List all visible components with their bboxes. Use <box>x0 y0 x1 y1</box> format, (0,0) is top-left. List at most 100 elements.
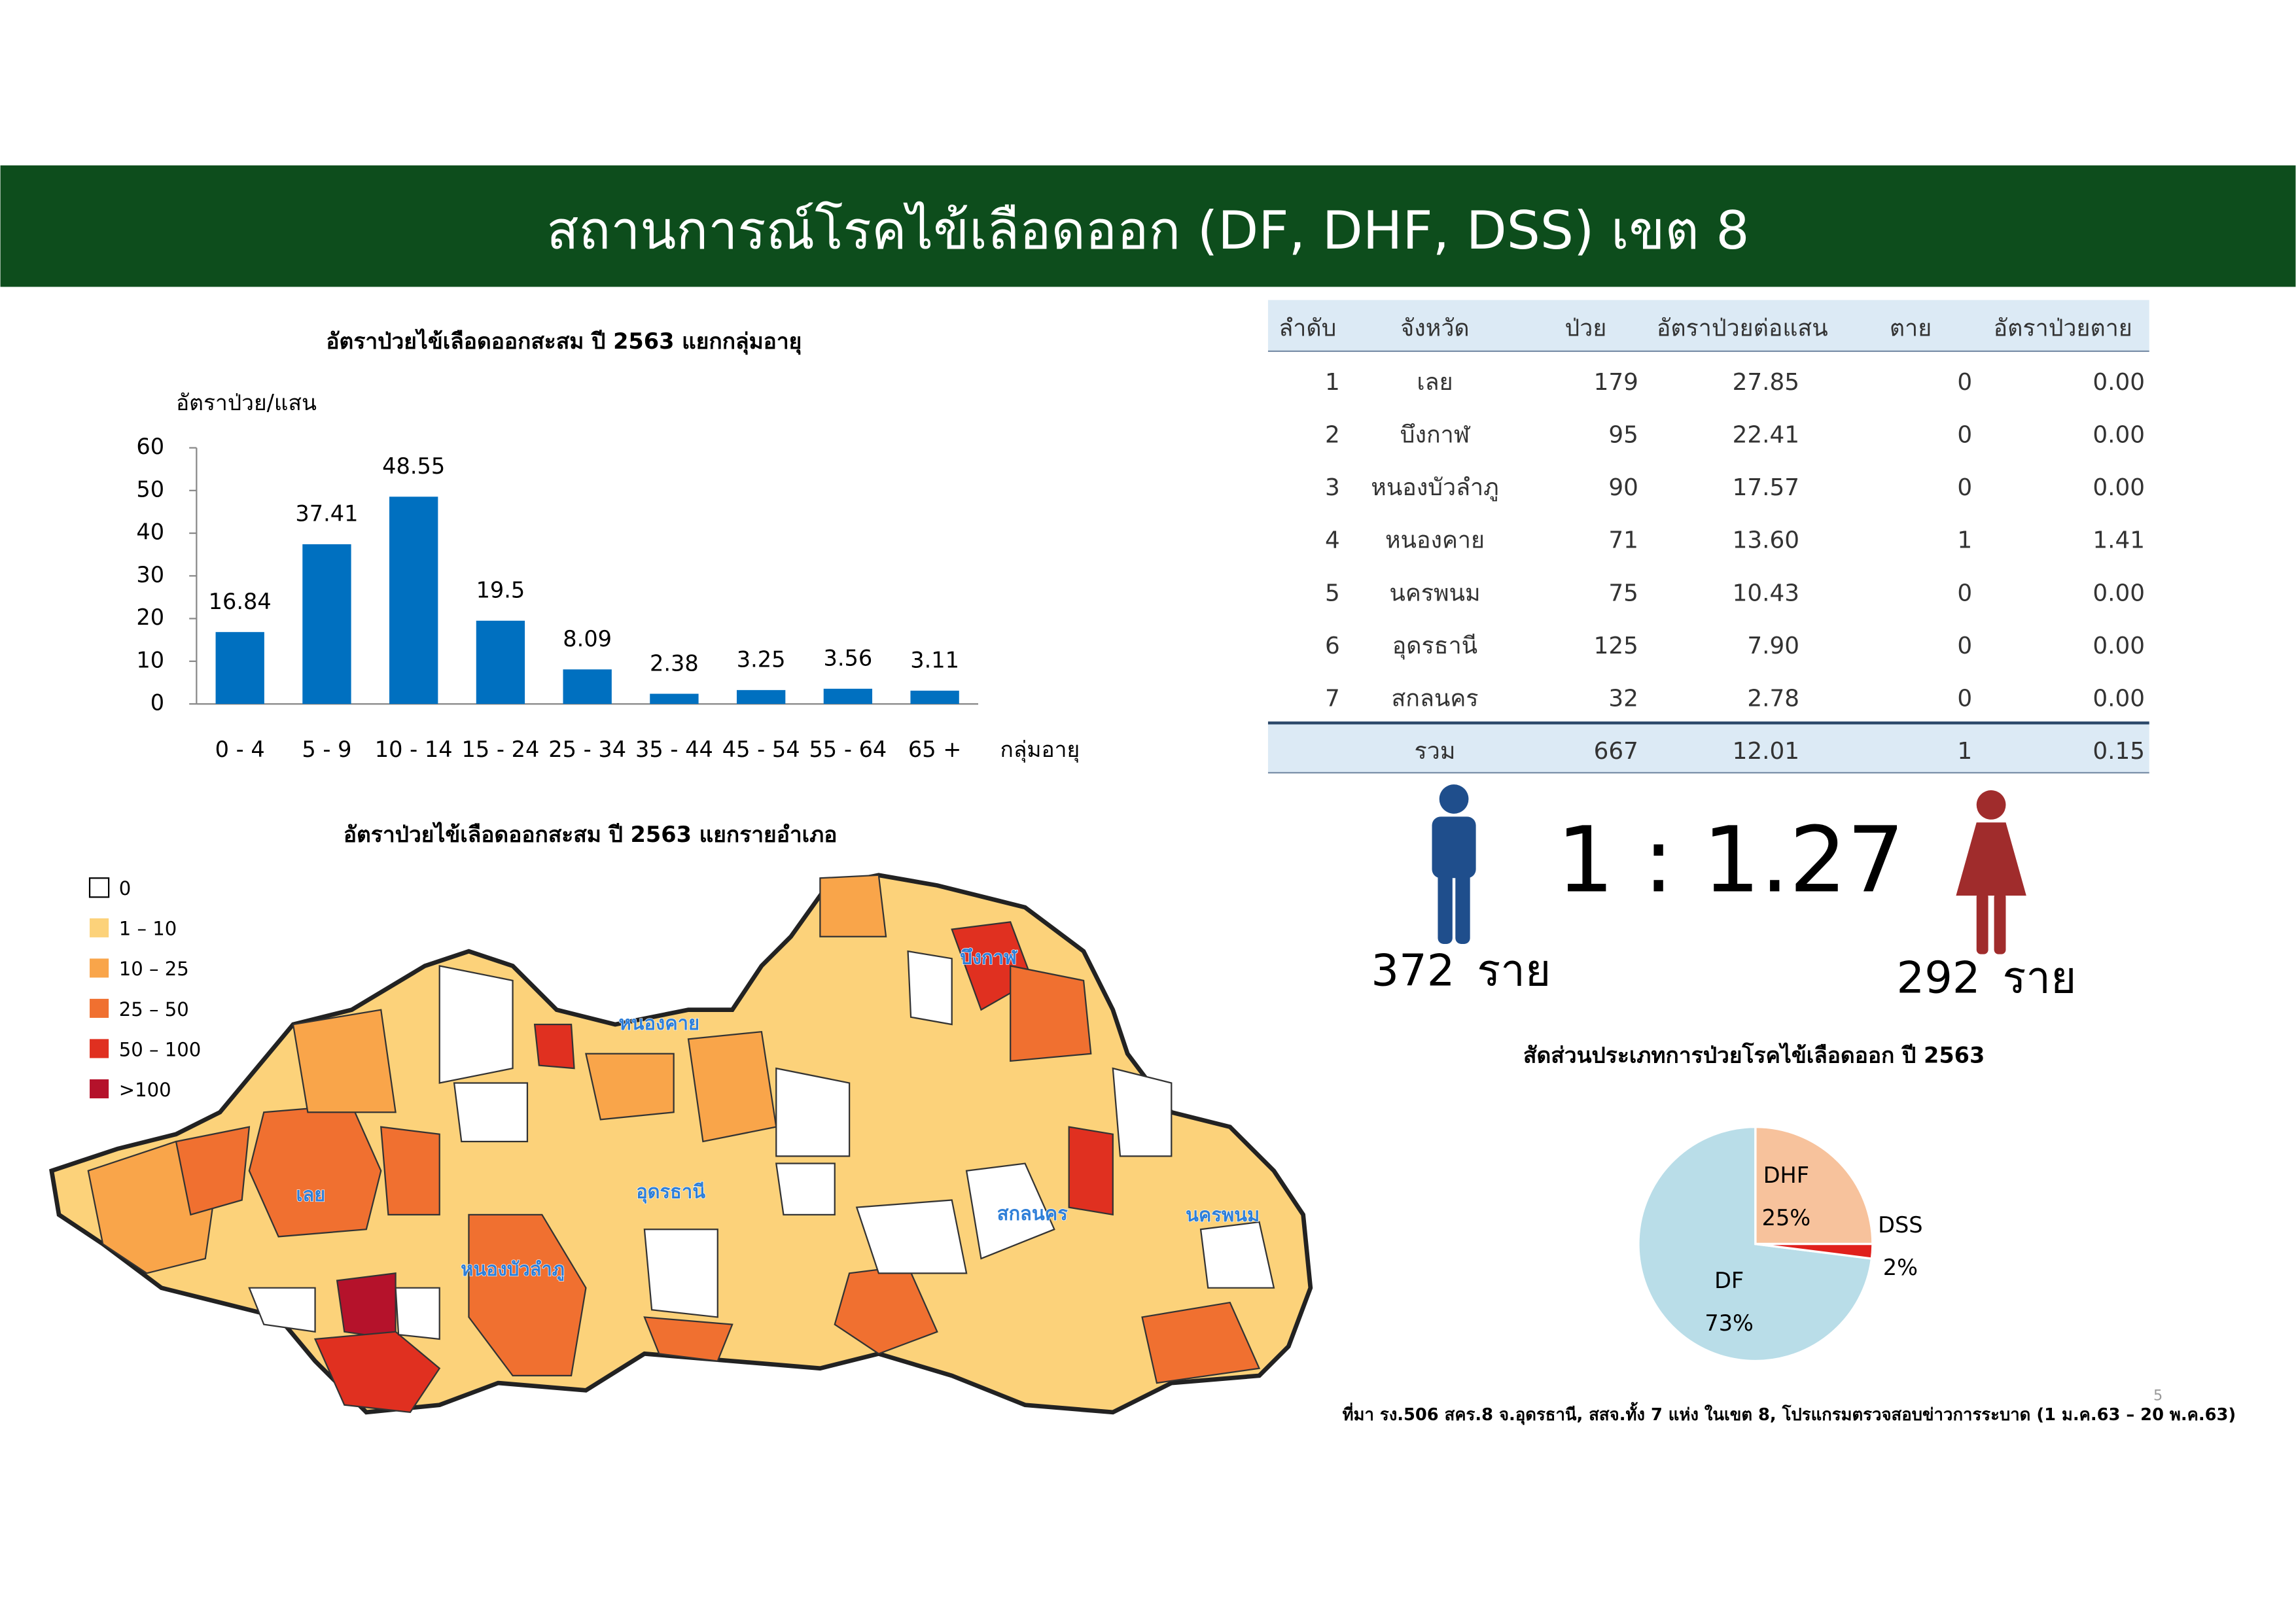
slice-label: DSS <box>1878 1212 1922 1238</box>
data-label: 16.84 <box>209 589 272 614</box>
table-cell: 0 <box>1957 580 1972 606</box>
table-cell: 2.78 <box>1747 685 1799 712</box>
unit: ราย <box>2002 952 2076 1003</box>
page-number: 5 <box>2153 1387 2163 1405</box>
unit: ราย <box>1477 945 1551 996</box>
y-tick-label: 30 <box>136 562 164 587</box>
table-cell: 125 <box>1594 633 1638 659</box>
district <box>1068 1126 1114 1216</box>
data-label: 3.11 <box>910 648 959 673</box>
district <box>1199 1221 1275 1289</box>
table-cell: 0 <box>1957 474 1972 501</box>
bar <box>910 690 959 705</box>
data-label: 8.09 <box>563 626 612 652</box>
table-total-cell: 12.01 <box>1733 738 1799 765</box>
table-cell: บึงกาฬ <box>1400 422 1471 449</box>
slide-title: สถานการณ์โรคไข้เลือดออก (DF, DHF, DSS) เ… <box>546 200 1749 261</box>
table-cell: 0.00 <box>2093 422 2145 449</box>
table-cell: 10.43 <box>1733 580 1799 606</box>
table-cell: 0.00 <box>2093 474 2145 501</box>
district <box>395 1287 440 1340</box>
source: ที่มา รง.506 สคร.8 จ.อุดรธานี, สสจ.ทั้ง … <box>1343 1402 2236 1425</box>
x-tick-label: 55 - 64 <box>809 737 887 762</box>
table-cell: 27.85 <box>1733 369 1799 396</box>
district <box>248 1104 382 1238</box>
province-label: หนองคาย <box>619 1012 700 1034</box>
legend-swatch <box>88 877 110 898</box>
x-tick-label: 25 - 34 <box>548 737 626 762</box>
table-cell: นครพนม <box>1389 580 1480 606</box>
table-cell: 7.90 <box>1747 633 1799 659</box>
y-tick-label: 10 <box>136 647 164 672</box>
bar <box>302 544 351 705</box>
pie-title: สัดส่วนประเภทการป่วยโรคไข้เลือดออก ปี 25… <box>1523 1042 1985 1068</box>
district <box>687 1030 777 1143</box>
district <box>336 1272 397 1340</box>
district <box>1141 1301 1261 1384</box>
table-cell: 0 <box>1957 685 1972 712</box>
district <box>1112 1067 1173 1157</box>
x-tick-label: 65 + <box>908 737 961 762</box>
district <box>533 1023 575 1070</box>
y-tick-label: 40 <box>136 519 164 545</box>
data-label: 3.56 <box>824 646 873 671</box>
x-tick-label: 35 - 44 <box>635 737 713 762</box>
legend-label: 25 – 50 <box>119 998 189 1021</box>
province-label: บึงกาฬ <box>960 946 1018 968</box>
slice-label: DF <box>1714 1268 1744 1293</box>
district <box>313 1331 441 1414</box>
data-label: 37.41 <box>295 501 358 527</box>
legend-swatch <box>90 958 109 978</box>
table-cell: 75 <box>1608 580 1638 606</box>
male-count: 372 <box>1371 945 1455 996</box>
province-label: สกลนคร <box>997 1202 1069 1225</box>
table-header: จังหวัด <box>1400 315 1469 341</box>
table-total-cell: 667 <box>1594 738 1638 765</box>
province-label: เลย <box>296 1183 325 1206</box>
bar-title: อัตราป่วยไข้เลือดออกสะสม ปี 2563 แยกกลุ่… <box>326 328 802 355</box>
district <box>775 1162 836 1215</box>
legend-label: 10 – 25 <box>119 958 189 980</box>
x-tick-label: 0 - 4 <box>215 737 265 762</box>
data-label: 3.25 <box>737 647 786 672</box>
bar <box>563 669 612 705</box>
slice-value: 25% <box>1762 1205 1811 1230</box>
table-cell: 1 <box>1957 527 1972 554</box>
table-header-bg <box>1267 300 2149 351</box>
pie-slice <box>1754 1125 1874 1246</box>
x-tick-label: 5 - 9 <box>302 737 351 762</box>
table-cell: หนองบัวลำภู <box>1371 474 1498 501</box>
table-header: ป่วย <box>1565 315 1607 341</box>
table-cell: 17.57 <box>1733 474 1799 501</box>
map-title: อัตราป่วยไข้เลือดออกสะสม ปี 2563 แยกรายอ… <box>344 822 838 847</box>
y-axis-label: อัตราป่วย/แสน <box>176 390 317 415</box>
district <box>292 1009 397 1113</box>
x-axis-label: กลุ่มอายุ <box>1000 737 1080 763</box>
table-cell: อุดรธานี <box>1392 633 1477 659</box>
table-header: ลำดับ <box>1279 315 1336 341</box>
bar <box>823 688 873 705</box>
legend-label: 0 <box>119 877 132 899</box>
table-cell: 1.41 <box>2093 527 2145 554</box>
y-tick-label: 20 <box>136 604 164 630</box>
district <box>819 874 887 937</box>
table-total-cell: 0.15 <box>2093 738 2145 765</box>
female-icon <box>1956 790 2026 954</box>
district <box>643 1316 733 1362</box>
sex-ratio: 1 : 1.27 <box>1557 807 1905 913</box>
province-label: หนองบัวลำภู <box>461 1258 565 1281</box>
bar <box>215 632 264 705</box>
district <box>175 1126 251 1216</box>
district <box>453 1082 529 1143</box>
district <box>585 1053 675 1121</box>
table-cell: 0 <box>1957 633 1972 659</box>
table-cell: 95 <box>1608 422 1638 449</box>
table-header: อัตราป่วยต่อแสน <box>1657 315 1828 341</box>
table-cell: 32 <box>1608 685 1638 712</box>
table-cell: 13.60 <box>1733 527 1799 554</box>
male-icon <box>1432 784 1476 944</box>
table-cell: 5 <box>1325 580 1340 606</box>
table-total-bg <box>1267 723 2149 773</box>
